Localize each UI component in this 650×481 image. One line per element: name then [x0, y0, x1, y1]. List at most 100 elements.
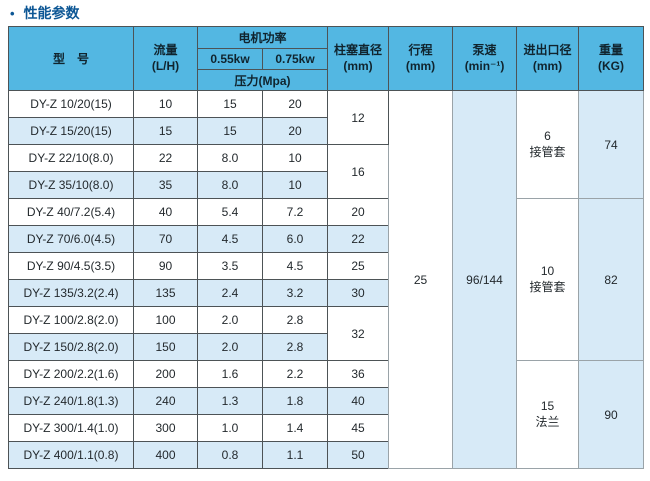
spec-table: 型 号 流量 (L/H) 电机功率 柱塞直径 (mm) 行程 (mm) 泵速 (…: [8, 26, 645, 470]
table-row: DY-Z 240/1.8(1.3) 240 1.3 1.8 40: [8, 387, 644, 416]
power-055-cell: 8.0: [197, 144, 263, 173]
model-cell: DY-Z 70/6.0(4.5): [8, 225, 134, 254]
power-055-cell: 1.3: [197, 387, 263, 416]
table-row: DY-Z 150/2.8(2.0) 150 2.0 2.8: [8, 333, 644, 362]
plunger-cell: 25: [327, 252, 390, 281]
flow-cell: 40: [133, 198, 198, 227]
model-cell: DY-Z 22/10(8.0): [8, 144, 134, 173]
flow-cell: 100: [133, 306, 198, 335]
header-pressure: 压力(Mpa): [196, 69, 329, 92]
header-pump-speed: 泵速 (min⁻¹): [452, 26, 518, 92]
power-055-cell: 2.0: [197, 333, 263, 362]
table-row: DY-Z 35/10(8.0) 35 8.0 10: [8, 171, 644, 200]
header-plunger-diameter: 柱塞直径 (mm): [327, 26, 390, 92]
flow-cell: 22: [133, 144, 198, 173]
bullet-icon: •: [10, 6, 15, 22]
header-motor-power: 电机功率: [196, 26, 329, 50]
header-kw-055: 0.55kw: [197, 48, 263, 71]
table-row: DY-Z 22/10(8.0) 22 8.0 10 16: [8, 144, 644, 200]
model-cell: DY-Z 90/4.5(3.5): [8, 252, 134, 281]
stroke-cell: 25: [388, 90, 454, 470]
flow-cell: 300: [133, 414, 198, 443]
model-cell: DY-Z 150/2.8(2.0): [8, 333, 134, 362]
model-cell: DY-Z 10/20(15): [8, 90, 134, 119]
page-title-text: 性能参数: [23, 5, 80, 21]
power-055-cell: 3.5: [197, 252, 263, 281]
port-cell: 6 接管套: [516, 90, 580, 200]
plunger-cell: 50: [327, 441, 390, 470]
table-row: DY-Z 200/2.2(1.6) 200 1.6 2.2 36 15 法兰 9…: [8, 360, 645, 470]
power-055-cell: 1.6: [197, 360, 263, 389]
header-model: 型 号: [8, 26, 134, 92]
model-cell: DY-Z 135/3.2(2.4): [8, 279, 134, 308]
plunger-cell: 30: [327, 279, 390, 308]
flow-cell: 35: [133, 171, 198, 200]
model-cell: DY-Z 35/10(8.0): [8, 171, 134, 200]
power-055-cell: 0.8: [197, 441, 263, 470]
header-kw-075: 0.75kw: [261, 48, 329, 71]
model-cell: DY-Z 240/1.8(1.3): [8, 387, 134, 416]
port-cell: 10 接管套: [516, 198, 580, 362]
plunger-cell: 20: [327, 198, 390, 227]
plunger-cell: 22: [327, 225, 390, 254]
table-row: DY-Z 10/20(15) 10 15 20 12 25 96/144 6 接…: [8, 90, 645, 470]
header-port-diameter: 进出口径 (mm): [516, 26, 580, 92]
power-055-cell: 1.0: [197, 414, 263, 443]
power-075-cell: 1.1: [261, 441, 329, 470]
power-055-cell: 15: [197, 90, 263, 119]
table-row: DY-Z 40/7.2(5.4) 40 5.4 7.2 20 10 接管套 82: [8, 198, 645, 362]
table-row: DY-Z 135/3.2(2.4) 135 2.4 3.2 30: [8, 279, 644, 308]
flow-cell: 70: [133, 225, 198, 254]
power-055-cell: 2.4: [197, 279, 263, 308]
flow-cell: 135: [133, 279, 198, 308]
speed-cell: 96/144: [452, 90, 518, 470]
plunger-cell: 16: [327, 144, 390, 200]
power-055-cell: 5.4: [197, 198, 263, 227]
plunger-cell: 32: [327, 306, 390, 362]
power-075-cell: 2.8: [261, 333, 329, 362]
power-075-cell: 7.2: [261, 198, 329, 227]
header-stroke: 行程 (mm): [388, 26, 454, 92]
model-cell: DY-Z 400/1.1(0.8): [8, 441, 134, 470]
flow-cell: 10: [133, 90, 198, 119]
power-075-cell: 2.8: [261, 306, 329, 335]
power-075-cell: 6.0: [261, 225, 329, 254]
model-cell: DY-Z 15/20(15): [8, 117, 134, 146]
header-flow: 流量 (L/H): [133, 26, 198, 92]
power-075-cell: 1.8: [261, 387, 329, 416]
header-weight: 重量 (KG): [578, 26, 645, 92]
flow-cell: 240: [133, 387, 198, 416]
power-055-cell: 2.0: [197, 306, 263, 335]
power-075-cell: 20: [261, 90, 329, 119]
weight-cell: 90: [578, 360, 645, 470]
power-075-cell: 10: [261, 171, 329, 200]
model-cell: DY-Z 200/2.2(1.6): [8, 360, 134, 389]
plunger-cell: 40: [327, 387, 390, 416]
power-075-cell: 2.2: [261, 360, 329, 389]
power-075-cell: 4.5: [261, 252, 329, 281]
flow-cell: 200: [133, 360, 198, 389]
power-055-cell: 4.5: [197, 225, 263, 254]
flow-cell: 400: [133, 441, 198, 470]
plunger-cell: 36: [327, 360, 390, 389]
table-row: DY-Z 400/1.1(0.8) 400 0.8 1.1 50: [8, 441, 644, 470]
flow-cell: 150: [133, 333, 198, 362]
weight-cell: 74: [578, 90, 645, 200]
table-row: DY-Z 90/4.5(3.5) 90 3.5 4.5 25: [8, 252, 644, 281]
model-cell: DY-Z 40/7.2(5.4): [8, 198, 134, 227]
flow-cell: 90: [133, 252, 198, 281]
power-075-cell: 1.4: [261, 414, 329, 443]
plunger-cell: 12: [327, 90, 390, 146]
table-row: DY-Z 70/6.0(4.5) 70 4.5 6.0 22: [8, 225, 644, 254]
table-row: DY-Z 100/2.8(2.0) 100 2.0 2.8 32: [8, 306, 644, 362]
port-cell: 15 法兰: [516, 360, 580, 470]
model-cell: DY-Z 100/2.8(2.0): [8, 306, 134, 335]
power-055-cell: 8.0: [197, 171, 263, 200]
table-row: DY-Z 15/20(15) 15 15 20: [8, 117, 644, 146]
weight-cell: 82: [578, 198, 645, 362]
power-055-cell: 15: [197, 117, 263, 146]
page-title: • 性能参数: [0, 0, 650, 26]
model-cell: DY-Z 300/1.4(1.0): [8, 414, 134, 443]
power-075-cell: 20: [261, 117, 329, 146]
flow-cell: 15: [133, 117, 198, 146]
